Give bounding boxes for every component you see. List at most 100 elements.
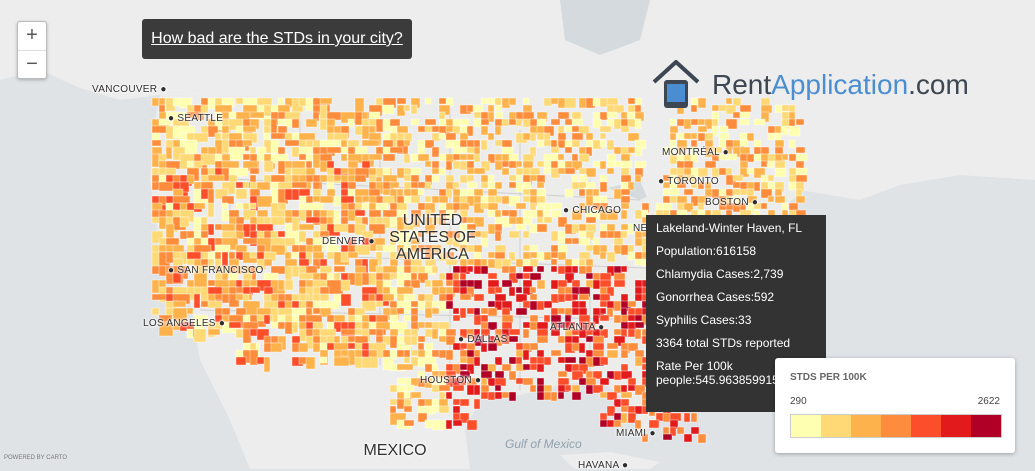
county-cell[interactable] — [613, 237, 624, 246]
county-cell[interactable] — [557, 279, 568, 289]
county-cell[interactable] — [592, 279, 601, 290]
county-cell[interactable] — [571, 293, 579, 301]
county-cell[interactable] — [277, 321, 286, 330]
county-cell[interactable] — [277, 279, 285, 291]
county-cell[interactable] — [466, 104, 474, 113]
county-cell[interactable] — [382, 104, 395, 115]
county-cell[interactable] — [319, 307, 332, 318]
county-cell[interactable] — [382, 265, 399, 274]
county-cell[interactable] — [515, 202, 527, 210]
county-cell[interactable] — [753, 167, 766, 179]
county-cell[interactable] — [585, 349, 594, 358]
county-cell[interactable] — [263, 314, 271, 325]
county-cell[interactable] — [382, 244, 397, 253]
county-cell[interactable] — [466, 223, 477, 231]
county-cell[interactable] — [606, 167, 615, 175]
county-cell[interactable] — [158, 279, 167, 289]
title-link[interactable]: How bad are the STDs in your city? — [151, 30, 403, 47]
county-cell[interactable] — [284, 258, 298, 268]
county-cell[interactable] — [438, 405, 450, 414]
county-cell[interactable] — [207, 258, 215, 270]
county-cell[interactable] — [382, 293, 395, 302]
county-cell[interactable] — [620, 111, 628, 120]
county-cell[interactable] — [193, 293, 201, 309]
county-cell[interactable] — [599, 356, 609, 366]
county-cell[interactable] — [417, 272, 429, 284]
county-cell[interactable] — [452, 419, 463, 427]
county-cell[interactable] — [459, 293, 472, 301]
county-cell[interactable] — [452, 307, 460, 315]
county-cell[interactable] — [515, 356, 523, 366]
county-cell[interactable] — [669, 426, 677, 437]
county-cell[interactable] — [158, 181, 175, 192]
county-cell[interactable] — [410, 335, 418, 346]
county-cell[interactable] — [375, 202, 389, 213]
county-cell[interactable] — [354, 272, 364, 287]
county-cell[interactable] — [487, 307, 498, 317]
county-cell[interactable] — [690, 181, 698, 189]
county-cell[interactable] — [431, 125, 441, 133]
county-cell[interactable] — [613, 104, 625, 114]
county-cell[interactable] — [417, 188, 425, 196]
county-cell[interactable] — [424, 97, 432, 105]
county-cell[interactable] — [550, 202, 563, 210]
county-cell[interactable] — [501, 321, 513, 331]
county-cell[interactable] — [466, 153, 475, 161]
county-cell[interactable] — [592, 342, 605, 352]
county-cell[interactable] — [473, 398, 481, 410]
county-cell[interactable] — [606, 405, 616, 417]
county-cell[interactable] — [480, 363, 490, 372]
county-cell[interactable] — [634, 258, 644, 266]
county-cell[interactable] — [592, 384, 604, 394]
county-cell[interactable] — [767, 195, 775, 203]
county-cell[interactable] — [221, 223, 236, 232]
county-cell[interactable] — [445, 188, 453, 199]
county-cell[interactable] — [501, 314, 514, 324]
county-cell[interactable] — [487, 321, 498, 331]
county-cell[interactable] — [795, 174, 808, 183]
county-cell[interactable] — [263, 258, 273, 267]
county-cell[interactable] — [445, 300, 454, 310]
county-cell[interactable] — [368, 174, 377, 183]
county-cell[interactable] — [711, 146, 723, 154]
county-cell[interactable] — [340, 279, 351, 292]
county-cell[interactable] — [620, 391, 633, 399]
county-cell[interactable] — [403, 293, 416, 302]
county-cell[interactable] — [298, 188, 311, 197]
county-cell[interactable] — [277, 111, 287, 120]
county-cell[interactable] — [480, 328, 491, 337]
county-cell[interactable] — [172, 272, 182, 284]
county-cell[interactable] — [669, 118, 677, 126]
county-cell[interactable] — [697, 125, 708, 133]
county-cell[interactable] — [592, 237, 600, 246]
county-cell[interactable] — [431, 307, 440, 315]
county-cell[interactable] — [683, 167, 693, 176]
county-cell[interactable] — [354, 244, 371, 256]
county-cell[interactable] — [256, 181, 271, 191]
county-cell[interactable] — [774, 146, 784, 155]
county-cell[interactable] — [585, 272, 594, 280]
county-cell[interactable] — [473, 188, 484, 197]
county-cell[interactable] — [536, 223, 548, 233]
county-cell[interactable] — [403, 384, 415, 392]
county-cell[interactable] — [571, 118, 584, 126]
county-cell[interactable] — [571, 342, 581, 352]
county-cell[interactable] — [417, 153, 430, 162]
county-cell[interactable] — [473, 216, 485, 228]
county-cell[interactable] — [690, 132, 698, 140]
county-cell[interactable] — [249, 146, 257, 155]
county-cell[interactable] — [179, 216, 190, 228]
county-cell[interactable] — [235, 230, 245, 240]
county-cell[interactable] — [445, 363, 455, 372]
county-cell[interactable] — [340, 251, 349, 263]
county-cell[interactable] — [214, 153, 222, 162]
county-cell[interactable] — [550, 251, 559, 259]
county-cell[interactable] — [186, 111, 201, 119]
county-cell[interactable] — [298, 314, 307, 323]
county-cell[interactable] — [459, 307, 467, 319]
county-cell[interactable] — [599, 293, 611, 302]
county-cell[interactable] — [403, 223, 415, 231]
county-cell[interactable] — [319, 230, 330, 238]
county-cell[interactable] — [620, 160, 633, 169]
county-cell[interactable] — [333, 223, 351, 233]
